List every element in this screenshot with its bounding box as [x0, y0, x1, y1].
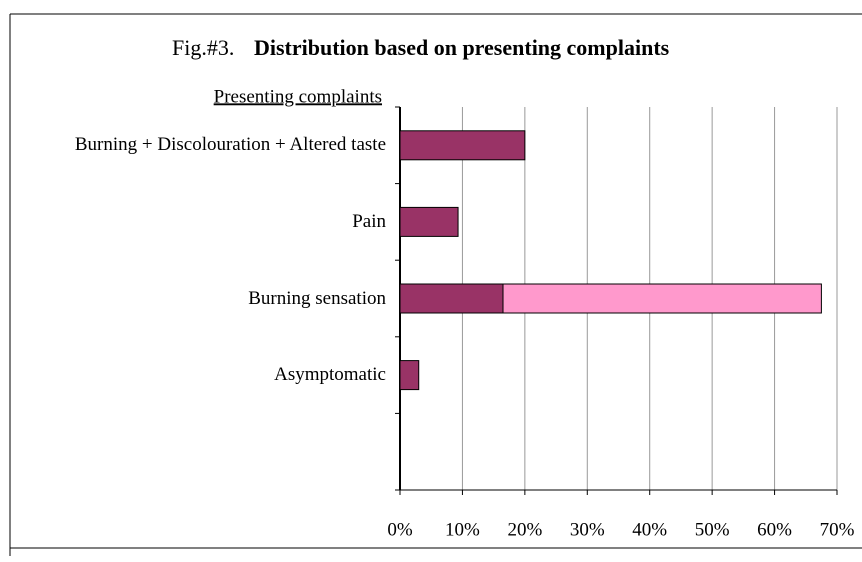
x-tick-label: 70% [820, 519, 855, 540]
x-tick-label: 30% [570, 519, 605, 540]
y-tick-label-box: Pain [0, 182, 386, 262]
bar [399, 206, 459, 237]
y-tick-label-wrap: Burning + Discolouration + Altered taste [0, 105, 386, 185]
bar [502, 283, 822, 314]
y-tick-label: Burning + Discolouration + Altered taste [74, 134, 386, 156]
bar [399, 360, 420, 391]
y-tick-label-wrap: Asymptomatic [0, 335, 386, 415]
y-tick-label: Pain [352, 210, 386, 232]
x-tick-label: 0% [387, 519, 413, 540]
y-tick-label-box: Burning sensation [0, 259, 386, 339]
y-tick-label: Burning sensation [248, 287, 386, 309]
y-tick-label-wrap: Burning sensation [0, 259, 386, 339]
y-tick-label-wrap: Pain [0, 182, 386, 262]
y-axis-label: Presenting complaints [214, 86, 382, 107]
x-tick-label: 40% [632, 519, 667, 540]
chart-title: Distribution based on presenting complai… [254, 35, 670, 60]
x-tick-label: 50% [695, 519, 730, 540]
y-tick-label-box: Asymptomatic [0, 335, 386, 415]
bar [399, 130, 526, 161]
x-tick-label: 20% [507, 519, 542, 540]
bar [399, 283, 504, 314]
figure-label: Fig.#3. [172, 35, 234, 60]
y-tick-label: Asymptomatic [274, 364, 386, 386]
x-tick-label: 60% [757, 519, 792, 540]
y-tick-label-box: Burning + Discolouration + Altered taste [0, 105, 386, 185]
x-tick-label: 10% [445, 519, 480, 540]
